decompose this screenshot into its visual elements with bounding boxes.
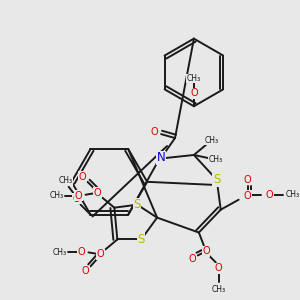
Text: S: S bbox=[213, 173, 220, 186]
Text: O: O bbox=[150, 127, 158, 137]
Text: O: O bbox=[244, 191, 251, 201]
Text: CH₃: CH₃ bbox=[285, 190, 299, 199]
Text: O: O bbox=[82, 266, 89, 276]
Text: S: S bbox=[134, 198, 141, 211]
Text: O: O bbox=[188, 254, 196, 264]
Text: O: O bbox=[190, 88, 198, 98]
Text: O: O bbox=[244, 175, 251, 185]
Text: O: O bbox=[73, 194, 80, 204]
Text: O: O bbox=[78, 248, 85, 257]
Text: O: O bbox=[266, 190, 273, 200]
Text: S: S bbox=[137, 233, 145, 246]
Text: CH₃: CH₃ bbox=[187, 74, 201, 83]
Text: CH₃: CH₃ bbox=[209, 155, 223, 164]
Text: O: O bbox=[215, 263, 223, 273]
Text: CH₃: CH₃ bbox=[212, 285, 226, 294]
Text: CH₃: CH₃ bbox=[50, 191, 64, 200]
Text: CH₃: CH₃ bbox=[52, 248, 67, 257]
Text: O: O bbox=[202, 246, 210, 256]
Text: N: N bbox=[157, 152, 166, 164]
Text: O: O bbox=[79, 172, 86, 182]
Text: O: O bbox=[97, 249, 104, 260]
Text: O: O bbox=[75, 191, 83, 201]
Text: CH₃: CH₃ bbox=[58, 176, 73, 185]
Text: O: O bbox=[94, 188, 101, 198]
Text: CH₃: CH₃ bbox=[205, 136, 219, 145]
